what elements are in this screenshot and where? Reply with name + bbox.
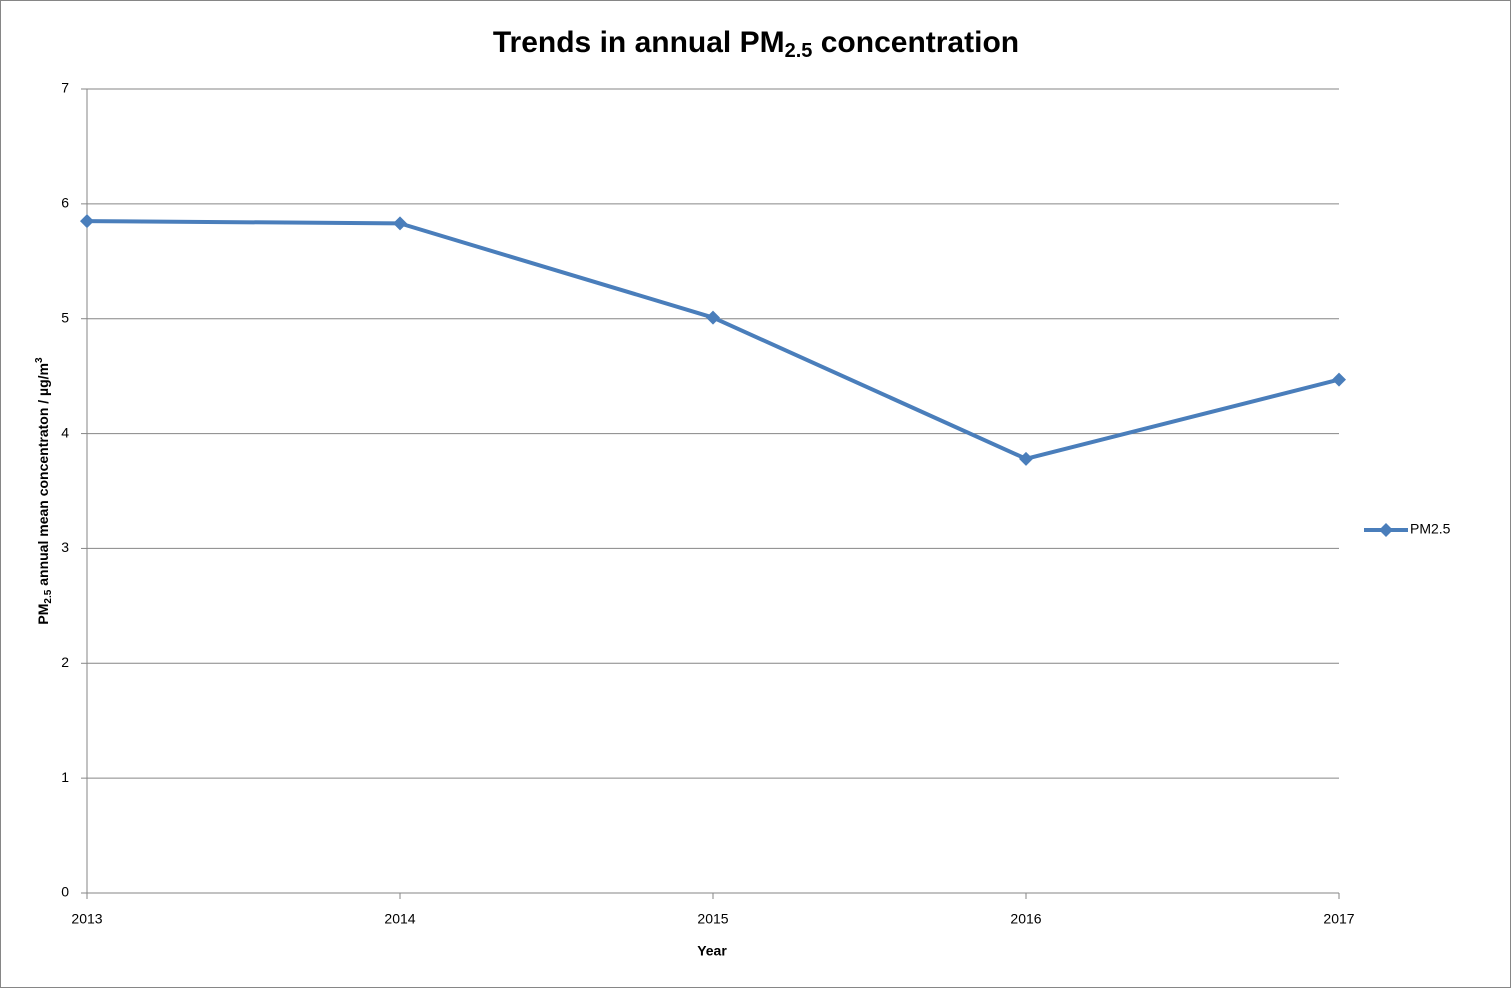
legend-marker bbox=[1379, 523, 1393, 537]
y-tick-label: 5 bbox=[61, 309, 69, 325]
y-label-superscript: 3 bbox=[34, 357, 45, 363]
title-subscript: 2.5 bbox=[785, 40, 813, 62]
y-tick-label: 7 bbox=[61, 80, 69, 96]
chart-title: Trends in annual PM2.5 concentration bbox=[493, 26, 1019, 62]
y-label-part: PM bbox=[35, 604, 51, 625]
legend-label: PM2.5 bbox=[1410, 521, 1451, 537]
data-point bbox=[393, 216, 407, 231]
data-point bbox=[1019, 451, 1033, 466]
y-label-part: annual mean concentraton / µg/m bbox=[35, 363, 51, 590]
x-tick-label: 2017 bbox=[1323, 911, 1354, 927]
x-tick-label: 2013 bbox=[71, 911, 102, 927]
y-tick-label: 0 bbox=[61, 884, 69, 900]
x-tick-label: 2016 bbox=[1010, 911, 1041, 927]
x-tick-label: 2015 bbox=[697, 911, 728, 927]
x-tick-label: 2014 bbox=[384, 911, 415, 927]
y-tick-label: 6 bbox=[61, 195, 69, 211]
y-tick-label: 2 bbox=[61, 654, 69, 670]
y-tick-label: 1 bbox=[61, 769, 69, 785]
y-tick-label: 4 bbox=[61, 424, 69, 440]
y-label-subscript: 2.5 bbox=[43, 589, 54, 603]
y-axis-label: PM2.5 annual mean concentraton / µg/m3 bbox=[34, 357, 54, 625]
data-point bbox=[706, 310, 720, 325]
title-part: Trends in annual PM bbox=[493, 26, 785, 59]
data-point bbox=[1332, 372, 1346, 387]
x-axis-label: Year bbox=[697, 943, 727, 959]
title-part: concentration bbox=[812, 26, 1019, 59]
data-point bbox=[80, 214, 94, 229]
y-tick-label: 3 bbox=[61, 539, 69, 555]
